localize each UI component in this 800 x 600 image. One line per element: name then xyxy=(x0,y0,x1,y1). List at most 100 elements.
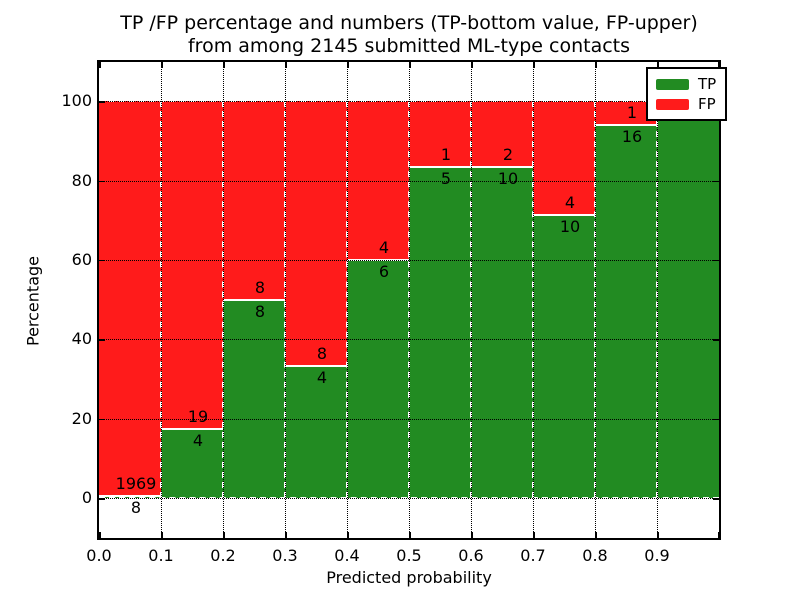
bar-segment-tp xyxy=(161,429,223,498)
x-tick-mark xyxy=(718,532,720,538)
gridline-vertical xyxy=(347,62,348,538)
y-tick-mark xyxy=(99,339,105,341)
gridline-vertical xyxy=(161,62,162,538)
fp-count-label: 4 xyxy=(564,192,576,212)
x-tick-mark xyxy=(657,62,659,68)
bar-segment-fp xyxy=(409,101,471,168)
y-tick-mark xyxy=(99,498,105,500)
bar-segment-tp xyxy=(657,101,719,498)
fp-count-label: 1 xyxy=(440,145,452,165)
y-tick-mark xyxy=(99,418,105,421)
bar-segment-fp xyxy=(595,101,657,125)
bar-segment-tp xyxy=(471,167,533,498)
legend: TP FP xyxy=(646,67,728,121)
chart-title-line2: from among 2145 submitted ML-type contac… xyxy=(187,35,631,57)
x-axis-label: Predicted probability xyxy=(326,568,492,587)
bar-segment-boundary xyxy=(99,495,161,498)
gridline-vertical xyxy=(223,62,224,538)
x-tick-mark xyxy=(161,62,163,68)
tp-count-label: 16 xyxy=(621,126,643,146)
x-tick-mark xyxy=(595,532,597,538)
x-tick-mark xyxy=(347,62,349,68)
x-tick-label: 0.0 xyxy=(86,546,112,565)
fp-count-label: 2 xyxy=(502,145,514,165)
x-tick-mark xyxy=(99,532,101,538)
tp-color-swatch xyxy=(656,78,689,90)
bar-segment-fp xyxy=(285,101,347,366)
fp-count-label: 8 xyxy=(254,277,266,297)
plot-area: 196981948884461521041011658 xyxy=(97,60,721,540)
x-tick-mark xyxy=(99,62,101,68)
bar-segment-fp xyxy=(223,101,285,300)
tp-count-label: 10 xyxy=(559,216,581,236)
x-tick-mark xyxy=(718,62,720,68)
x-tick-mark xyxy=(223,62,225,68)
y-tick-mark xyxy=(99,180,105,183)
x-tick-label: 0.1 xyxy=(148,546,174,565)
bar-segment-tp xyxy=(347,259,409,498)
x-tick-label: 0.2 xyxy=(210,546,236,565)
x-tick-label: 0.4 xyxy=(334,546,360,565)
legend-item-fp: FP xyxy=(656,94,716,114)
bar-segment-tp xyxy=(533,214,595,498)
bar-segment-boundary xyxy=(161,428,223,430)
bar-segment-tp xyxy=(595,124,657,498)
y-tick-label: 20 xyxy=(71,408,92,428)
y-tick-label: 0 xyxy=(81,488,92,507)
bar-segment-fp xyxy=(99,101,161,497)
bar-segment-tp xyxy=(409,167,471,498)
bar-segment-fp xyxy=(161,101,223,429)
gridline-vertical xyxy=(533,62,534,538)
fp-count-label: 1969 xyxy=(115,474,157,494)
x-tick-label: 0.5 xyxy=(396,546,422,565)
tp-count-label: 4 xyxy=(316,367,328,387)
y-tick-label: 100 xyxy=(61,91,92,111)
gridline-vertical xyxy=(409,62,410,538)
bar-segment-boundary xyxy=(595,123,657,126)
fp-count-label: 1 xyxy=(626,102,638,122)
y-tick-mark xyxy=(713,259,719,262)
y-tick-mark xyxy=(99,101,105,103)
bar-segment-boundary xyxy=(471,166,533,169)
fp-count-label: 8 xyxy=(316,343,328,363)
tp-count-label: 4 xyxy=(192,431,204,450)
y-tick-mark xyxy=(99,259,105,262)
bar-segment-tp xyxy=(285,365,347,498)
gridline-vertical xyxy=(657,62,658,538)
x-tick-mark xyxy=(347,532,349,538)
y-tick-mark xyxy=(713,498,719,500)
x-tick-mark xyxy=(223,532,225,538)
tp-count-label: 6 xyxy=(378,261,390,281)
x-tick-mark xyxy=(595,62,597,68)
y-tick-label: 80 xyxy=(71,170,92,190)
bar-segment-boundary xyxy=(533,213,595,216)
x-tick-label: 0.3 xyxy=(272,546,298,565)
x-tick-label: 0.6 xyxy=(458,546,484,565)
x-tick-mark xyxy=(409,62,411,68)
fp-count-label: 19 xyxy=(187,407,209,426)
y-tick-mark xyxy=(713,339,719,341)
bar-segment-fp xyxy=(533,101,595,215)
chart-title: TP /FP percentage and numbers (TP-bottom… xyxy=(120,12,698,58)
y-tick-label: 40 xyxy=(71,329,92,349)
x-tick-label: 0.9 xyxy=(644,546,670,565)
fp-count-label: 4 xyxy=(378,237,390,257)
y-axis-label: Percentage xyxy=(23,255,43,347)
tp-count-label: 8 xyxy=(130,498,142,518)
chart-title-line1: TP /FP percentage and numbers (TP-bottom… xyxy=(120,12,698,34)
tp-count-label: 5 xyxy=(440,169,452,189)
legend-item-tp: TP xyxy=(656,74,716,94)
x-tick-mark xyxy=(409,532,411,538)
bar-segment-tp xyxy=(223,299,285,498)
x-tick-mark xyxy=(533,62,535,68)
x-tick-mark xyxy=(161,532,163,538)
y-tick-mark xyxy=(713,418,719,421)
bar-segment-boundary xyxy=(285,364,347,367)
x-tick-label: 0.8 xyxy=(582,546,608,565)
x-tick-mark xyxy=(471,532,473,538)
x-tick-mark xyxy=(285,62,287,68)
legend-label-tp: TP xyxy=(698,75,717,93)
x-tick-mark xyxy=(471,62,473,68)
legend-label-fp: FP xyxy=(698,95,716,113)
